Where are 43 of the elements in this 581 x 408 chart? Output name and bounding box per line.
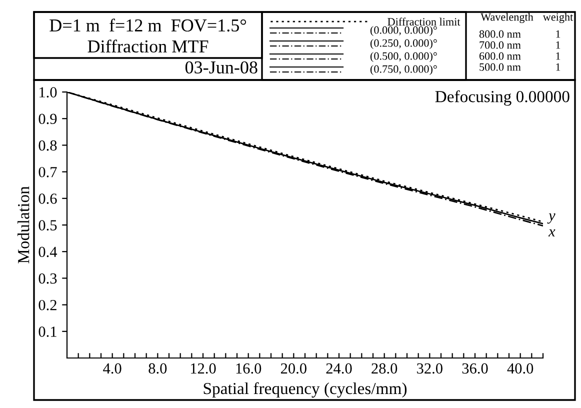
text: 1 bbox=[556, 63, 560, 71]
y-tick-label: 0.6 bbox=[38, 194, 57, 204]
text: Diffraction limit bbox=[388, 18, 460, 26]
x-tick-label: 24.0 bbox=[326, 363, 352, 374]
chart-title: Diffraction MTF bbox=[88, 40, 208, 53]
x-tick-label: 12.0 bbox=[190, 363, 216, 374]
text: 600.0 nm bbox=[479, 52, 521, 60]
text: (0.000, 0.000)° bbox=[370, 26, 437, 36]
y-tick-label: 1.0 bbox=[40, 87, 57, 98]
x-tick-label: 28.0 bbox=[372, 363, 398, 374]
annotation: y bbox=[547, 213, 556, 224]
chart-subtitle: D=1 m f=12 m FOV=1.5° bbox=[50, 18, 246, 32]
x-tick-label: 20.0 bbox=[280, 363, 306, 374]
y-tick-label: 0.3 bbox=[38, 273, 57, 284]
y-tick-label: 0.4 bbox=[38, 246, 58, 258]
text: 03-Jun-08 bbox=[185, 61, 258, 74]
text: 1 bbox=[556, 30, 560, 38]
text: 1 bbox=[556, 52, 560, 60]
text: (0.750, 0.000)° bbox=[370, 64, 437, 76]
text: Wavelength bbox=[480, 12, 534, 24]
y-tick-label: 0.9 bbox=[38, 114, 57, 124]
annotation: x bbox=[548, 229, 556, 236]
y-tick-label: 0.8 bbox=[38, 140, 57, 151]
annotation: Defocusing 0.00000 bbox=[435, 90, 570, 106]
y-tick-label: 0.1 bbox=[38, 326, 56, 337]
y-tick-label: 0.2 bbox=[38, 300, 56, 310]
y-tick-label: 0.5 bbox=[38, 220, 57, 231]
x-tick-label: 8.0 bbox=[148, 363, 167, 374]
text: 700.0 nm bbox=[480, 41, 521, 49]
text: 800.0 nm bbox=[479, 30, 521, 38]
text: weight bbox=[542, 12, 574, 24]
y-tick-label: 0.7 bbox=[38, 166, 57, 178]
text: (0.250, 0.000)° bbox=[370, 38, 437, 50]
x-tick-label: 32.0 bbox=[417, 363, 442, 374]
text: 500.0 nm bbox=[480, 63, 521, 71]
text: 1 bbox=[556, 41, 560, 49]
x-tick-label: 36.0 bbox=[462, 363, 488, 374]
text: (0.500, 0.000)° bbox=[370, 52, 437, 62]
x-tick-label: 4.0 bbox=[103, 363, 122, 374]
y-axis-title: Modulation bbox=[18, 186, 30, 264]
x-tick-label: 40.0 bbox=[507, 363, 534, 374]
x-tick-label: 16.0 bbox=[236, 363, 262, 374]
x-axis-title: Spatial frequency (cycles/mm) bbox=[204, 382, 407, 398]
